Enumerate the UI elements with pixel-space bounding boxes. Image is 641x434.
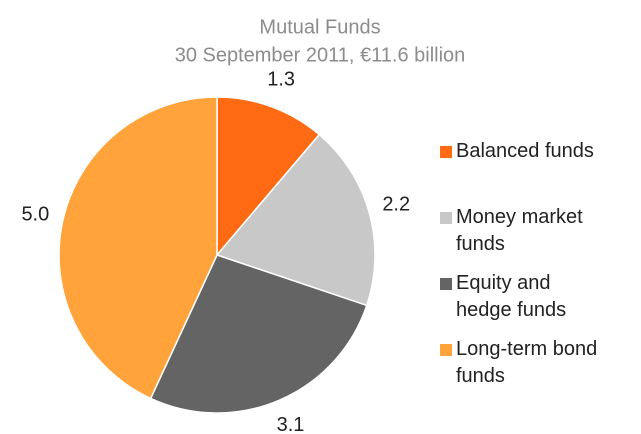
legend-label: Equity and hedge funds xyxy=(456,272,567,321)
legend-swatch xyxy=(440,278,452,290)
data-label: 1.3 xyxy=(267,69,295,91)
data-label: 3.1 xyxy=(277,414,305,434)
legend-label: Money market funds xyxy=(456,206,583,255)
pie-slice xyxy=(216,96,321,258)
data-label: 2.2 xyxy=(382,194,410,216)
legend-swatch xyxy=(440,146,452,158)
chart-subtitle: 30 September 2011, €11.6 billion xyxy=(175,44,466,66)
pie-slice xyxy=(215,133,376,307)
legend-swatch xyxy=(440,344,452,356)
data-label: 5.0 xyxy=(21,203,49,225)
chart-title: Mutual Funds xyxy=(259,16,380,38)
legend-label: Balanced funds xyxy=(456,140,594,162)
pie-slice xyxy=(58,96,218,400)
legend-label: Long-term bond funds xyxy=(456,338,598,387)
legend-swatch xyxy=(440,212,452,224)
pie-slice xyxy=(149,254,368,414)
